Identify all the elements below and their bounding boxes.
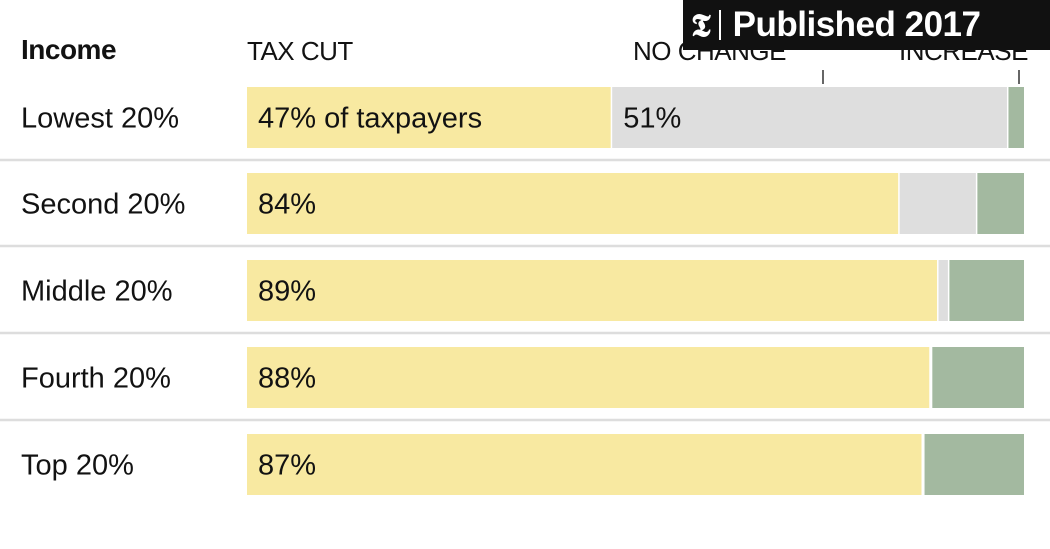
bar-segment-increase: [977, 173, 1024, 234]
row-label: Fourth 20%: [21, 363, 171, 395]
data-label: 47% of taxpayers: [258, 103, 482, 135]
bar-segment-tax-cut: [247, 434, 922, 495]
bar-segment-increase: [1008, 87, 1024, 148]
bar-segment-tax-cut: [247, 173, 899, 234]
bar-segment-tax-cut: [247, 87, 611, 148]
row-label: Middle 20%: [21, 276, 173, 308]
data-label: 88%: [258, 363, 316, 395]
bar-segment-no-change: [612, 87, 1007, 148]
data-label: 84%: [258, 189, 316, 221]
series-header-tax-cut: TAX CUT: [247, 36, 353, 66]
bar-segment-tax-cut: [247, 260, 938, 321]
data-label: 51%: [623, 103, 681, 135]
published-badge: 𝕿 Published 2017: [683, 0, 1050, 50]
published-date: Published 2017: [732, 5, 981, 44]
bar-segment-no-change: [899, 173, 976, 234]
bar-segment-no-change: [938, 260, 948, 321]
bar-segment-increase: [924, 434, 1024, 495]
bar-segment-tax-cut: [247, 347, 930, 408]
row-label: Second 20%: [21, 189, 185, 221]
badge-separator: [718, 10, 721, 40]
row-header: Income: [21, 34, 117, 65]
row-label: Top 20%: [21, 450, 134, 482]
nyt-logo-icon: 𝕿: [691, 6, 711, 44]
row-label: Lowest 20%: [21, 103, 179, 135]
bar-segment-increase: [932, 347, 1024, 408]
data-label: 89%: [258, 276, 316, 308]
data-label: 87%: [258, 450, 316, 482]
bar-segment-increase: [949, 260, 1024, 321]
